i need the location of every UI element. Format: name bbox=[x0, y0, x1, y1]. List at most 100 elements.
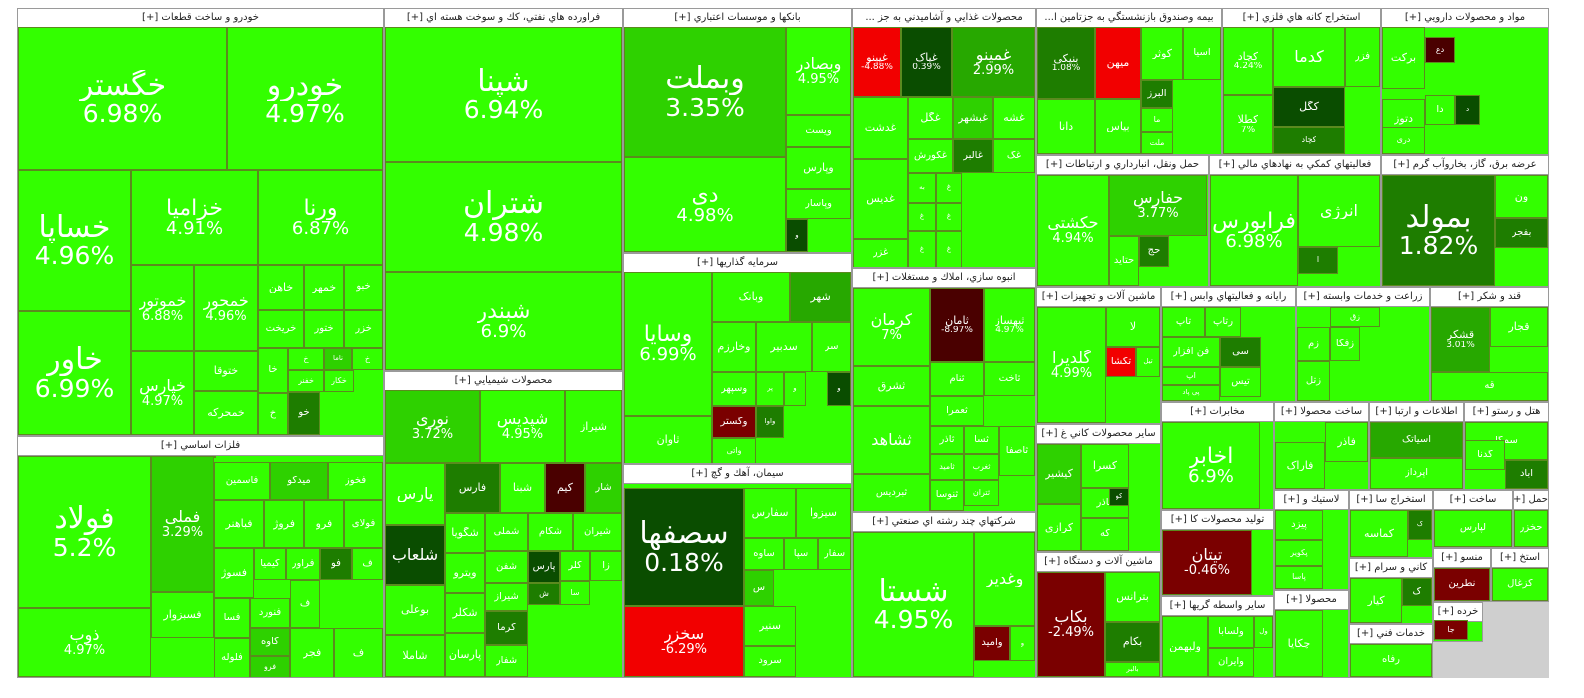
stock-tile[interactable]: کرمان 7% bbox=[853, 288, 930, 366]
stock-tile[interactable]: خاهن bbox=[258, 265, 304, 310]
stock-tile[interactable]: فروژ bbox=[264, 500, 304, 548]
stock-tile[interactable]: ورنا 6.87% bbox=[258, 170, 383, 265]
stock-tile[interactable]: شکلر bbox=[445, 593, 485, 633]
stock-tile[interactable]: خزامیا 4.91% bbox=[131, 170, 258, 265]
stock-tile[interactable]: ویترو bbox=[445, 553, 485, 593]
stock-tile[interactable]: ثنام bbox=[930, 362, 984, 396]
stock-tile[interactable]: زتل bbox=[1297, 361, 1330, 401]
stock-tile[interactable]: فرو bbox=[250, 656, 290, 677]
sector-header[interactable]: استخ [+] bbox=[1492, 549, 1548, 568]
stock-tile[interactable]: سنیر bbox=[744, 606, 796, 646]
stock-tile[interactable]: پکویر bbox=[1275, 540, 1323, 566]
stock-tile[interactable]: البرز bbox=[1141, 80, 1173, 108]
stock-tile[interactable]: فسوژ bbox=[214, 548, 254, 598]
stock-tile[interactable]: خ bbox=[288, 348, 324, 370]
stock-tile[interactable]: وسایا 6.99% bbox=[624, 272, 712, 416]
sector-header[interactable]: فعاليتهاي كمكي به نهادهاي مالي [+] bbox=[1210, 156, 1380, 175]
stock-tile[interactable]: شبندر 6.9% bbox=[385, 272, 622, 370]
stock-tile[interactable]: سیزوا bbox=[796, 488, 851, 538]
stock-tile[interactable]: ف bbox=[334, 628, 383, 677]
stock-tile[interactable]: سفارس bbox=[744, 488, 796, 538]
sector-header[interactable]: محصولات شيميايي [+] bbox=[385, 372, 622, 391]
stock-tile[interactable]: وبصادر 4.95% bbox=[786, 27, 851, 115]
stock-tile[interactable]: حکشتی 4.94% bbox=[1037, 175, 1109, 286]
stock-tile[interactable]: بالبر bbox=[1105, 662, 1160, 677]
stock-tile[interactable]: و bbox=[1010, 626, 1035, 661]
stock-tile[interactable]: اسیاتک bbox=[1370, 422, 1463, 458]
stock-tile[interactable]: شستا 4.95% bbox=[853, 532, 974, 677]
stock-tile[interactable]: ختور bbox=[304, 310, 344, 348]
stock-tile[interactable]: س bbox=[744, 570, 774, 606]
stock-tile[interactable]: دری bbox=[1382, 127, 1425, 154]
stock-tile[interactable]: جا bbox=[1434, 620, 1468, 640]
stock-tile[interactable]: ثبهساز 4.97% bbox=[984, 288, 1035, 362]
stock-tile[interactable]: تیل bbox=[1136, 347, 1160, 377]
stock-tile[interactable]: ثغرب bbox=[964, 454, 999, 480]
sector-header[interactable]: تولید محصولات كا [+] bbox=[1162, 511, 1273, 530]
sector-header[interactable]: ماشين آلات و دستگاه [+] bbox=[1037, 553, 1160, 572]
stock-tile[interactable]: فولاد 5.2% bbox=[18, 456, 151, 608]
stock-tile[interactable]: کیشیر bbox=[1037, 444, 1081, 504]
stock-tile[interactable]: فجر bbox=[290, 628, 334, 677]
stock-tile[interactable]: غ bbox=[936, 231, 962, 267]
stock-tile[interactable]: شار bbox=[585, 463, 622, 513]
stock-tile[interactable]: غگ bbox=[993, 139, 1035, 173]
stock-tile[interactable]: ما bbox=[1141, 108, 1173, 132]
stock-tile[interactable]: وآوا bbox=[756, 406, 784, 438]
stock-tile[interactable]: زم bbox=[1297, 327, 1330, 361]
stock-tile[interactable]: فسا bbox=[214, 598, 250, 638]
stock-tile[interactable]: فن افزار bbox=[1162, 337, 1220, 367]
stock-tile[interactable]: فرود bbox=[214, 456, 216, 458]
sector-header[interactable]: سرمايه گذاريها [+] bbox=[624, 254, 851, 273]
stock-tile[interactable]: پیزد bbox=[1275, 510, 1323, 540]
stock-tile[interactable]: ش bbox=[528, 583, 560, 605]
stock-tile[interactable]: لا bbox=[1106, 307, 1160, 347]
stock-tile[interactable]: گدنا bbox=[1465, 440, 1505, 470]
sector-header[interactable]: فراورده هاي نفتي، كك و سوخت هسته اي [+] bbox=[385, 9, 622, 28]
stock-tile[interactable]: فملی 3.29% bbox=[151, 456, 214, 592]
stock-tile[interactable]: خا bbox=[258, 348, 288, 393]
stock-tile[interactable]: زق bbox=[1330, 307, 1380, 327]
stock-tile[interactable]: اخابر 6.9% bbox=[1162, 422, 1260, 509]
stock-tile[interactable]: ویست bbox=[786, 115, 851, 147]
stock-tile[interactable]: تکشا bbox=[1106, 347, 1136, 377]
stock-tile[interactable]: وایران bbox=[1208, 648, 1254, 677]
stock-tile[interactable]: وبملت 3.35% bbox=[624, 27, 786, 157]
stock-tile[interactable]: وخارزم bbox=[712, 322, 756, 372]
stock-tile[interactable]: ثآذر bbox=[930, 426, 964, 454]
sector-header[interactable]: مخابرات [+] bbox=[1162, 403, 1273, 422]
stock-tile[interactable]: شپدیس 4.95% bbox=[480, 390, 565, 463]
stock-tile[interactable]: قجار bbox=[1490, 307, 1548, 347]
stock-tile[interactable]: خو bbox=[288, 392, 320, 435]
stock-tile[interactable]: آباد bbox=[1505, 460, 1548, 489]
sector-header[interactable]: استخراج كانه هاي فلزي [+] bbox=[1223, 9, 1380, 28]
stock-tile[interactable]: غپینو -4.88% bbox=[853, 27, 901, 97]
stock-tile[interactable]: غ bbox=[908, 203, 936, 231]
stock-tile[interactable]: خبو bbox=[344, 265, 383, 310]
stock-tile[interactable]: کیم bbox=[545, 463, 585, 513]
stock-tile[interactable]: خکار bbox=[324, 370, 354, 392]
stock-tile[interactable]: پر bbox=[756, 372, 784, 406]
sector-header[interactable]: بانكها و موسسات اعتباري [+] bbox=[624, 9, 851, 28]
stock-tile[interactable]: غدشت bbox=[853, 97, 908, 159]
stock-tile[interactable]: خگستر 6.98% bbox=[18, 27, 227, 170]
stock-tile[interactable]: بترانس bbox=[1105, 572, 1160, 622]
stock-tile[interactable]: میهن bbox=[1095, 27, 1141, 99]
stock-tile[interactable]: دع bbox=[1425, 37, 1455, 63]
stock-tile[interactable]: خریخت bbox=[258, 310, 304, 348]
stock-tile[interactable]: چکاپا bbox=[1275, 610, 1323, 677]
stock-tile[interactable]: ثشاهد bbox=[853, 406, 930, 474]
stock-tile[interactable]: دانا bbox=[1037, 99, 1095, 154]
stock-tile[interactable]: ثامان -8.97% bbox=[930, 288, 984, 362]
stock-tile[interactable]: آسیا bbox=[1183, 27, 1221, 80]
stock-tile[interactable]: و bbox=[786, 219, 808, 252]
stock-tile[interactable]: بکاب -2.49% bbox=[1037, 572, 1105, 677]
stock-tile[interactable]: خفنر bbox=[288, 370, 324, 392]
stock-tile[interactable]: سرود bbox=[744, 646, 796, 677]
stock-tile[interactable]: وامید bbox=[974, 626, 1010, 661]
stock-tile[interactable]: کرما bbox=[485, 611, 528, 645]
stock-tile[interactable]: انرژی bbox=[1298, 175, 1380, 247]
sector-header[interactable]: محصولا [+] bbox=[1275, 591, 1348, 610]
sector-header[interactable]: مواد و محصولات دارويي [+] bbox=[1382, 9, 1548, 28]
stock-tile[interactable]: لپارس bbox=[1434, 510, 1512, 547]
